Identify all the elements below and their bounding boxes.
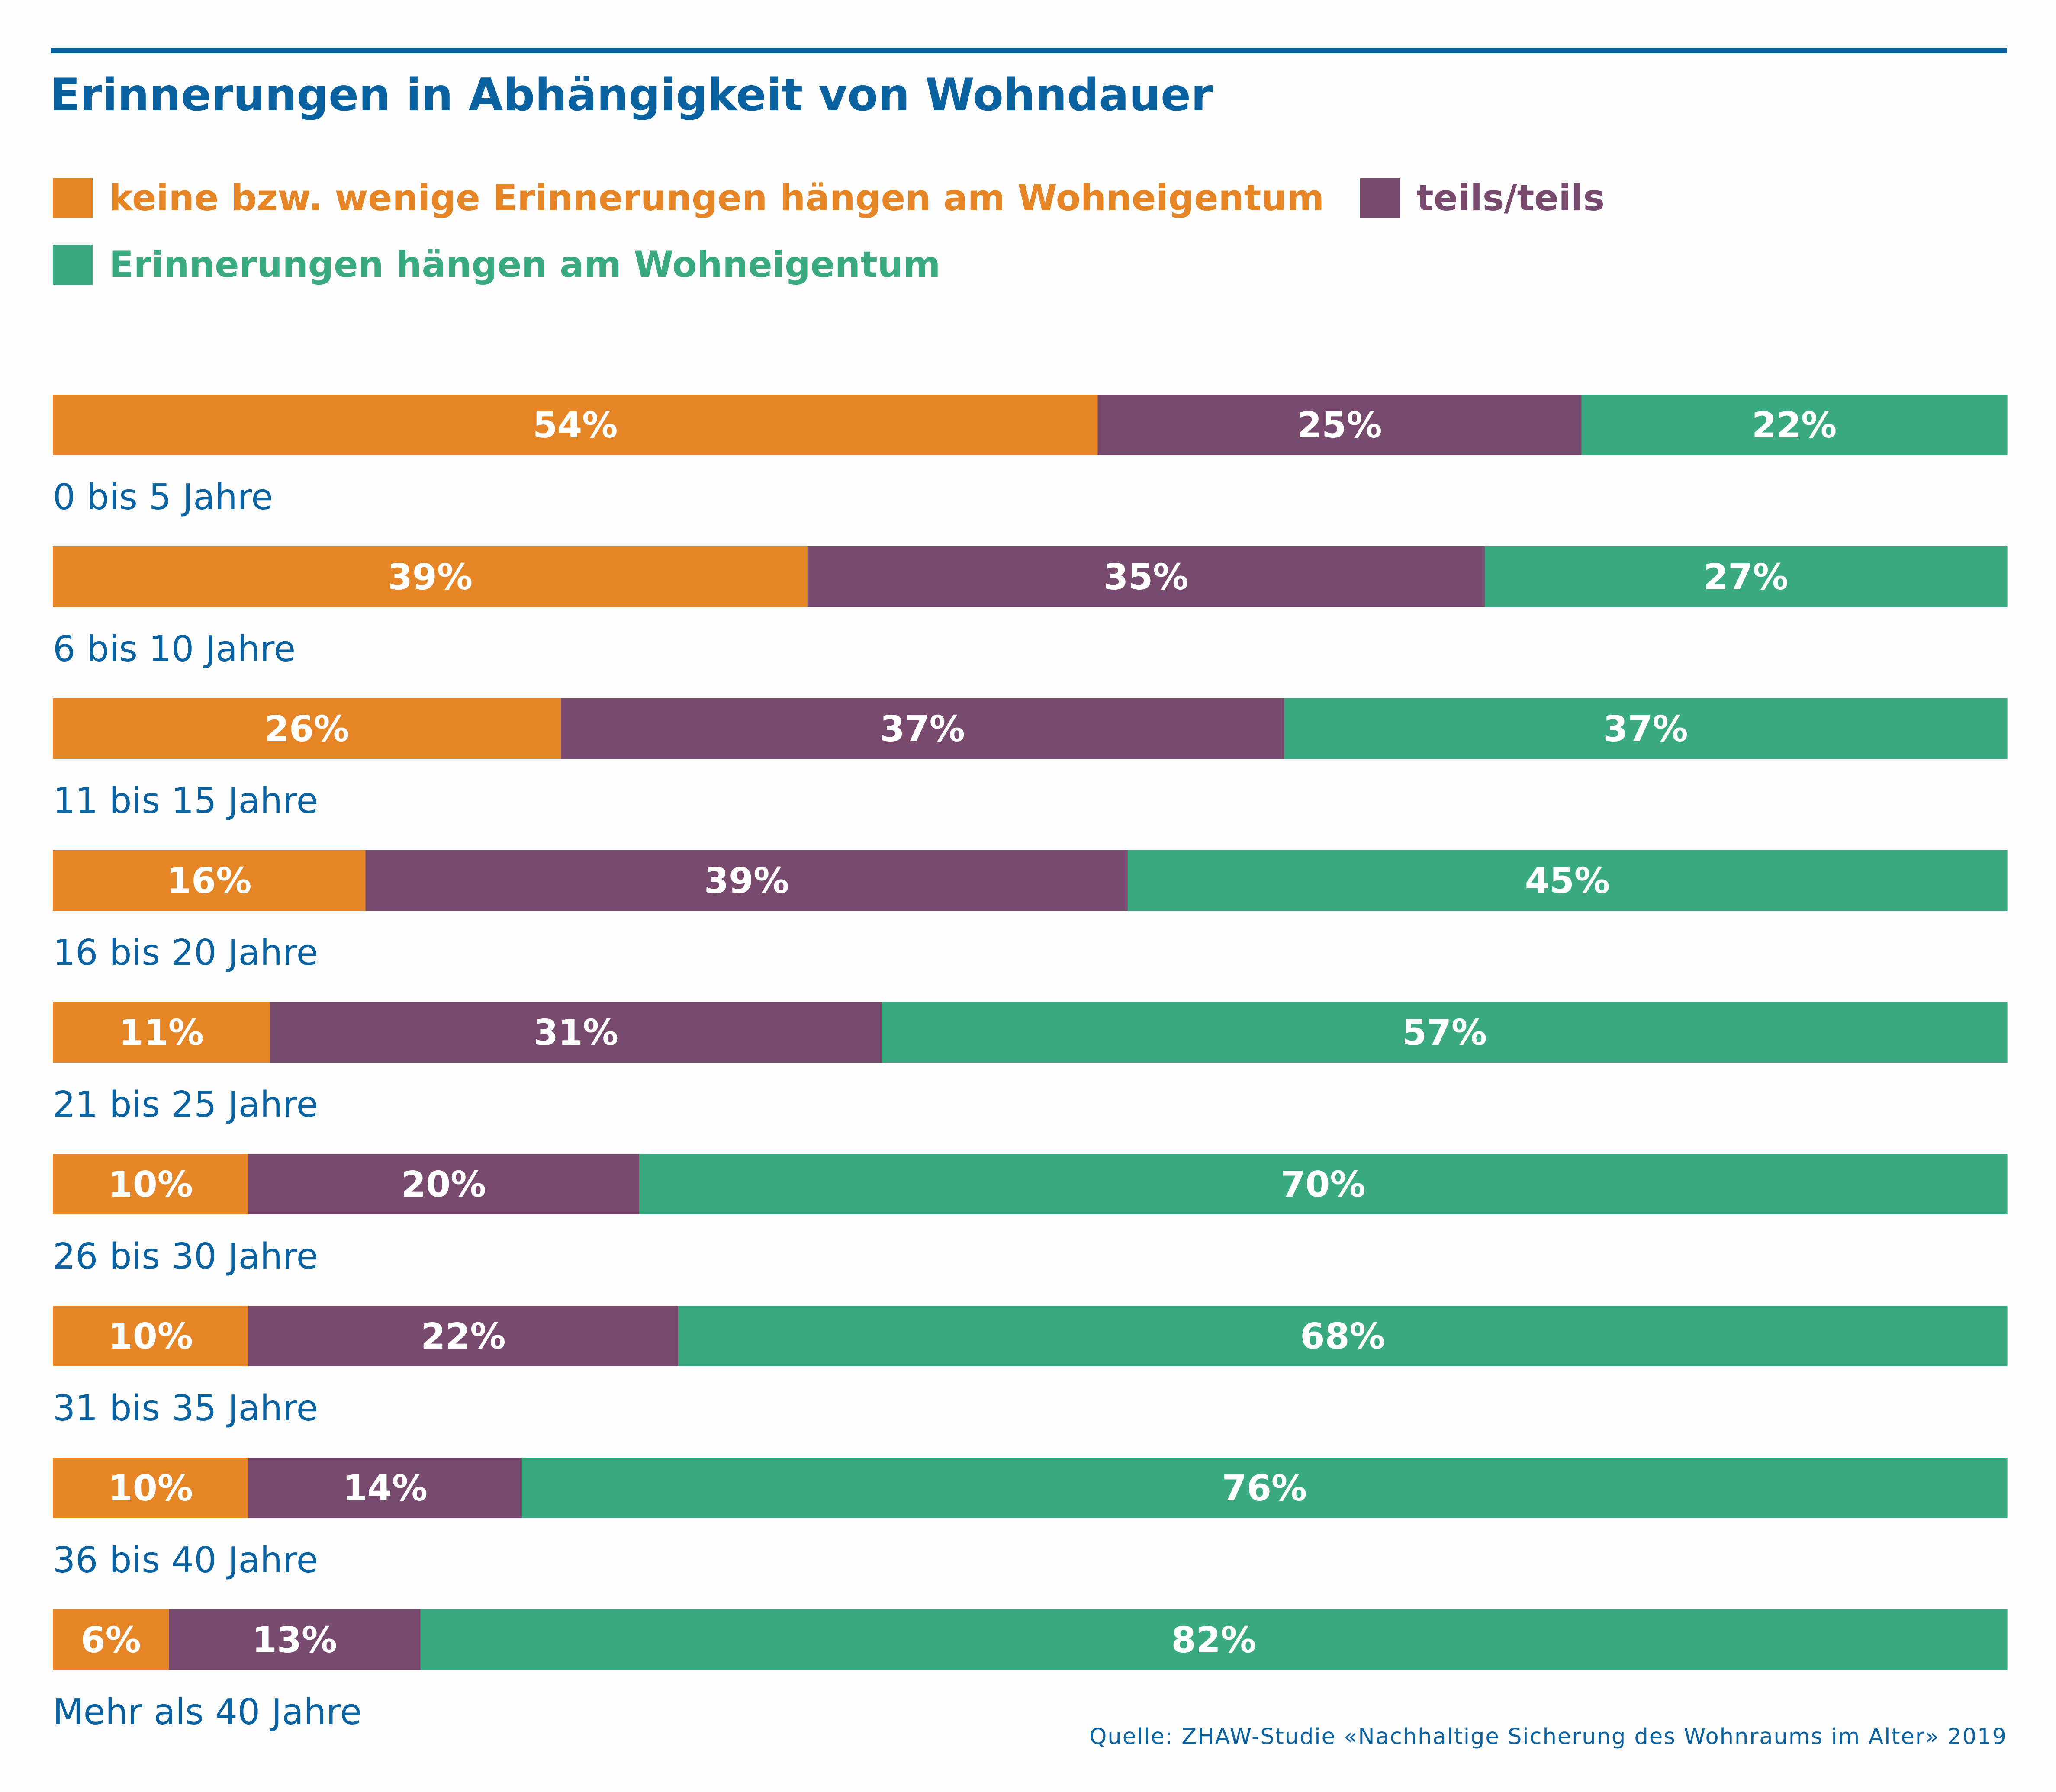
bar-segment-16-bis-20-jahre-series-2: [365, 850, 1128, 911]
data-label-11-bis-15-jahre-series-3: 37%: [1603, 709, 1688, 750]
data-label-16-bis-20-jahre-series-3: 45%: [1525, 861, 1610, 902]
bar-segment-36-bis-40-jahre-series-3: [521, 1458, 2008, 1518]
bar-segment-11-bis-15-jahre-series-2: [561, 698, 1284, 759]
bar-segment-26-bis-30-jahre-series-2: [248, 1154, 640, 1214]
category-label-36-bis-40-jahre: 36 bis 40 Jahre: [53, 1540, 318, 1581]
data-label-0-bis-5-jahre-series-3: 22%: [1752, 405, 1837, 446]
category-label-11-bis-15-jahre: 11 bis 15 Jahre: [53, 780, 318, 822]
bar-segment-16-bis-20-jahre-series-3: [1127, 850, 2008, 911]
data-label-mehr-als-40-jahre-series-2: 13%: [252, 1620, 337, 1661]
chart-title: Erinnerungen in Abhängigkeit von Wohndau…: [50, 69, 1213, 121]
legend-item-erinnerungen: Erinnerungen hängen am Wohneigentum: [53, 244, 940, 286]
category-label-0-bis-5-jahre: 0 bis 5 Jahre: [53, 477, 273, 518]
category-label-26-bis-30-jahre: 26 bis 30 Jahre: [53, 1236, 318, 1277]
bar-segment-21-bis-25-jahre-series-3: [882, 1002, 2008, 1063]
bar-segment-6-bis-10-jahre-series-3: [1484, 546, 2008, 607]
legend-label-teils-teils: teils/teils: [1416, 177, 1605, 219]
data-label-0-bis-5-jahre-series-1: 54%: [533, 405, 618, 446]
bar-segment-6-bis-10-jahre-series-1: [53, 546, 808, 607]
bar-segment-0-bis-5-jahre-series-3: [1581, 395, 2008, 455]
data-label-mehr-als-40-jahre-series-3: 82%: [1171, 1620, 1256, 1661]
bar-segment-11-bis-15-jahre-series-3: [1284, 698, 2008, 759]
data-label-31-bis-35-jahre-series-1: 10%: [108, 1316, 193, 1357]
bar-segment-36-bis-40-jahre-series-2: [248, 1458, 522, 1518]
bar-segment-mehr-als-40-jahre-series-1: [53, 1609, 169, 1670]
legend-swatch-orange: [53, 178, 93, 218]
legend-swatch-purple: [1360, 178, 1400, 218]
data-label-21-bis-25-jahre-series-3: 57%: [1402, 1012, 1487, 1053]
bar-segment-26-bis-30-jahre-series-3: [639, 1154, 2008, 1214]
legend-item-keine-erinnerungen: keine bzw. wenige Erinnerungen hängen am…: [53, 177, 1324, 219]
data-label-36-bis-40-jahre-series-1: 10%: [108, 1468, 193, 1509]
data-label-6-bis-10-jahre-series-2: 35%: [1104, 557, 1188, 598]
data-label-16-bis-20-jahre-series-1: 16%: [167, 861, 251, 902]
data-label-31-bis-35-jahre-series-3: 68%: [1300, 1316, 1385, 1357]
category-label-mehr-als-40-jahre: Mehr als 40 Jahre: [53, 1692, 362, 1733]
category-label-21-bis-25-jahre: 21 bis 25 Jahre: [53, 1084, 318, 1125]
source-note: Quelle: ZHAW-Studie «Nachhaltige Sicheru…: [1089, 1724, 2007, 1750]
data-label-21-bis-25-jahre-series-1: 11%: [119, 1012, 204, 1053]
data-label-26-bis-30-jahre-series-2: 20%: [401, 1164, 486, 1205]
bar-segment-31-bis-35-jahre-series-1: [53, 1306, 249, 1366]
data-label-26-bis-30-jahre-series-1: 10%: [108, 1164, 193, 1205]
legend-label-keine-erinnerungen: keine bzw. wenige Erinnerungen hängen am…: [109, 177, 1324, 219]
data-label-mehr-als-40-jahre-series-1: 6%: [81, 1620, 141, 1661]
bar-segment-21-bis-25-jahre-series-1: [53, 1002, 270, 1063]
category-label-16-bis-20-jahre: 16 bis 20 Jahre: [53, 932, 318, 973]
data-label-26-bis-30-jahre-series-3: 70%: [1281, 1164, 1365, 1205]
bar-segment-31-bis-35-jahre-series-2: [248, 1306, 679, 1366]
data-label-6-bis-10-jahre-series-3: 27%: [1703, 557, 1788, 598]
bar-segment-0-bis-5-jahre-series-2: [1097, 395, 1582, 455]
data-label-36-bis-40-jahre-series-2: 14%: [343, 1468, 428, 1509]
bar-segment-31-bis-35-jahre-series-3: [678, 1306, 2008, 1366]
legend-swatch-green: [53, 244, 93, 285]
bar-segment-0-bis-5-jahre-series-1: [53, 395, 1098, 455]
bar-segment-11-bis-15-jahre-series-1: [53, 698, 561, 759]
data-label-21-bis-25-jahre-series-2: 31%: [534, 1012, 618, 1053]
data-label-11-bis-15-jahre-series-1: 26%: [264, 709, 349, 750]
data-label-31-bis-35-jahre-series-2: 22%: [421, 1316, 505, 1357]
data-label-16-bis-20-jahre-series-2: 39%: [704, 861, 789, 902]
legend-item-teils-teils: teils/teils: [1360, 177, 1605, 219]
bar-segment-mehr-als-40-jahre-series-3: [420, 1609, 2008, 1670]
bar-segment-6-bis-10-jahre-series-2: [807, 546, 1485, 607]
data-label-11-bis-15-jahre-series-2: 37%: [880, 709, 965, 750]
top-rule: [51, 48, 2007, 53]
category-label-31-bis-35-jahre: 31 bis 35 Jahre: [53, 1388, 318, 1429]
data-label-0-bis-5-jahre-series-2: 25%: [1297, 405, 1382, 446]
bar-segment-mehr-als-40-jahre-series-2: [169, 1609, 421, 1670]
bar-segment-26-bis-30-jahre-series-1: [53, 1154, 249, 1214]
category-label-6-bis-10-jahre: 6 bis 10 Jahre: [53, 629, 296, 670]
data-label-36-bis-40-jahre-series-3: 76%: [1222, 1468, 1307, 1509]
bar-segment-16-bis-20-jahre-series-1: [53, 850, 366, 911]
bar-segment-36-bis-40-jahre-series-1: [53, 1458, 249, 1518]
data-label-6-bis-10-jahre-series-1: 39%: [388, 557, 473, 598]
legend-label-erinnerungen: Erinnerungen hängen am Wohneigentum: [109, 244, 941, 286]
bar-segment-21-bis-25-jahre-series-2: [270, 1002, 882, 1063]
